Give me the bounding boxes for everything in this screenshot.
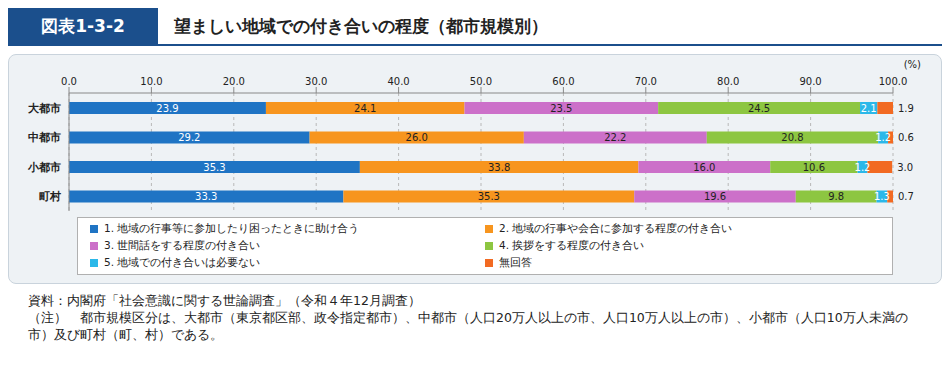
- svg-text:90.0: 90.0: [799, 76, 821, 87]
- svg-text:24.5: 24.5: [748, 103, 770, 114]
- svg-text:33.8: 33.8: [488, 162, 510, 173]
- html-text:無回答: 無回答: [499, 256, 532, 268]
- svg-text:50.0: 50.0: [470, 76, 492, 87]
- html-text:資料：内閣府「社会意識に関する世論調査」（令和４年12月調査: 資料：内閣府「社会意識に関する世論調査」（令和４年12月調査）: [28, 293, 421, 308]
- svg-text:1.2: 1.2: [875, 132, 891, 143]
- svg-text:60.0: 60.0: [552, 76, 574, 87]
- svg-text:10.0: 10.0: [140, 76, 162, 87]
- html-text:（注） 都市規模区分は、大都市（東京都区部、政令指定都市）、: （注） 都市規模区分は、大都市（東京都区部、政令指定都市）、中都市（人口20万人…: [28, 310, 908, 342]
- svg-text:24.1: 24.1: [354, 103, 376, 114]
- svg-text:20.0: 20.0: [223, 76, 245, 87]
- svg-text:23.5: 23.5: [550, 103, 572, 114]
- html-text:5. 地域での付き合いは必要ない: 5. 地域での付き合いは必要ない: [104, 256, 261, 268]
- html-text:1. 地域の行事等に参加したり困ったときに助け合う: 1. 地域の行事等に参加したり困ったときに助け合う: [104, 222, 360, 234]
- svg-text:2.1: 2.1: [861, 103, 877, 114]
- svg-text:16.0: 16.0: [693, 162, 715, 173]
- svg-text:町村: 町村: [39, 190, 61, 203]
- svg-text:小都市: 小都市: [27, 161, 61, 174]
- svg-text:80.0: 80.0: [717, 76, 739, 87]
- svg-text:中都市: 中都市: [28, 131, 61, 144]
- svg-text:26.0: 26.0: [406, 132, 428, 143]
- html-text:図表1-3-2: 図表1-3-2: [41, 15, 125, 36]
- html-text:3. 世間話をする程度の付き合い: 3. 世間話をする程度の付き合い: [104, 239, 261, 251]
- svg-text:3.0: 3.0: [897, 162, 913, 173]
- svg-text:30.0: 30.0: [305, 76, 327, 87]
- svg-text:20.8: 20.8: [781, 132, 803, 143]
- html-text:2. 地域の行事や会合に参加する程度の付き合い: 2. 地域の行事や会合に参加する程度の付き合い: [499, 222, 733, 234]
- svg-text:35.3: 35.3: [203, 162, 225, 173]
- svg-text:35.3: 35.3: [478, 191, 500, 202]
- svg-text:0.0: 0.0: [61, 76, 77, 87]
- svg-text:1.2: 1.2: [855, 162, 871, 173]
- html-text:望ましい地域での付き合いの程度（都市規模別）: 望ましい地域での付き合いの程度（都市規模別）: [174, 15, 548, 36]
- svg-text:大都市: 大都市: [28, 102, 61, 115]
- svg-text:70.0: 70.0: [635, 76, 657, 87]
- svg-text:100.0: 100.0: [879, 76, 908, 87]
- svg-text:40.0: 40.0: [387, 76, 409, 87]
- svg-text:23.9: 23.9: [156, 103, 178, 114]
- svg-text:29.2: 29.2: [178, 132, 200, 143]
- svg-text:10.6: 10.6: [803, 162, 825, 173]
- svg-text:1.9: 1.9: [898, 103, 914, 114]
- svg-text:9.8: 9.8: [828, 191, 844, 202]
- svg-text:0.7: 0.7: [898, 191, 914, 202]
- svg-text:0.6: 0.6: [898, 132, 914, 143]
- svg-text:1.3: 1.3: [874, 191, 890, 202]
- svg-text:19.6: 19.6: [704, 191, 726, 202]
- svg-text:33.3: 33.3: [195, 191, 217, 202]
- svg-text:22.2: 22.2: [604, 132, 626, 143]
- html-text:4. 挨拶をする程度の付き合い: 4. 挨拶をする程度の付き合い: [499, 239, 645, 251]
